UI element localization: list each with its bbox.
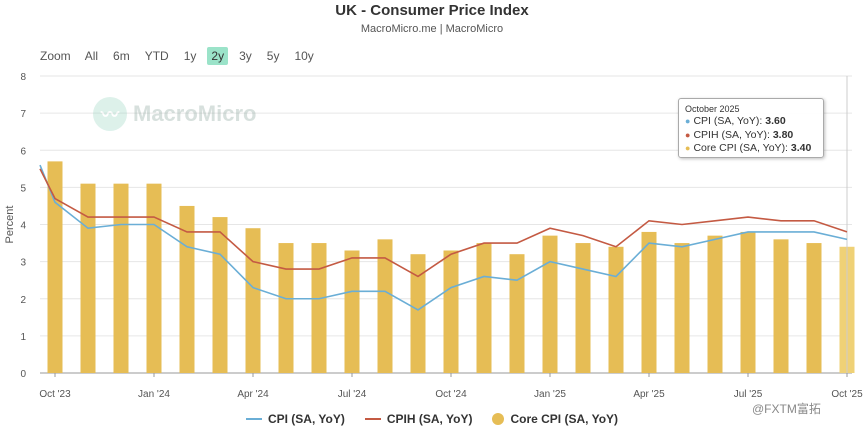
bar-core-cpi bbox=[245, 228, 261, 373]
tooltip-cpi-label: CPI (SA, YoY): bbox=[693, 115, 766, 127]
bar-core-cpi bbox=[806, 243, 822, 373]
series-line-cpih bbox=[39, 168, 848, 278]
bar-core-cpi bbox=[113, 183, 129, 373]
x-tick-label: Apr '24 bbox=[237, 389, 269, 400]
bar-core-cpi bbox=[47, 161, 63, 373]
bar-core-cpi bbox=[575, 243, 591, 373]
zoom-5y-button[interactable]: 5y bbox=[266, 49, 280, 63]
x-tick-label: Apr '25 bbox=[633, 389, 665, 400]
tooltip-cpih-label: CPIH (SA, YoY): bbox=[693, 128, 773, 141]
x-tick-label: Oct '25 bbox=[831, 389, 863, 400]
tooltip-core-label: Core CPI (SA, YoY): bbox=[693, 142, 791, 154]
bar-core-cpi bbox=[707, 235, 723, 373]
zoom-ytd-button[interactable]: YTD bbox=[144, 49, 169, 63]
chart-legend: CPI (SA, YoY) CPIH (SA, YoY) Core CPI (S… bbox=[0, 412, 864, 426]
y-tick-label: 8 bbox=[20, 72, 26, 83]
zoom-1y-button[interactable]: 1y bbox=[183, 49, 197, 63]
zoom-label: Zoom bbox=[40, 49, 71, 63]
y-tick-label: 7 bbox=[20, 109, 26, 120]
tooltip-core-dot-icon: ● bbox=[685, 143, 691, 153]
x-tick-label: Oct '23 bbox=[39, 389, 71, 400]
zoom-6m-button[interactable]: 6m bbox=[113, 49, 130, 63]
tooltip-cpi-dot-icon: ● bbox=[685, 116, 691, 126]
bar-core-cpi bbox=[179, 205, 195, 373]
x-tick-label: Jul '25 bbox=[734, 389, 763, 400]
legend-item-core[interactable]: Core CPI (SA, YoY) bbox=[492, 412, 618, 426]
tooltip-core-value: 3.40 bbox=[790, 142, 812, 154]
bar-core-cpi bbox=[410, 254, 426, 373]
chart-title: UK - Consumer Price Index bbox=[335, 2, 529, 19]
bar-core-cpi bbox=[344, 250, 360, 373]
tooltip-row-cpi: ● CPI (SA, YoY): 3.60 bbox=[685, 115, 817, 129]
tooltip-row-cpih: ● CPIH (SA, YoY): 3.80 bbox=[685, 129, 817, 143]
zoom-bar: Zoom All 6m YTD 1y 2y 3y 5y 10y bbox=[40, 47, 325, 65]
x-tick-label: Jul '24 bbox=[338, 389, 367, 400]
bar-core-cpi bbox=[509, 254, 525, 373]
tooltip-date: October 2025 bbox=[685, 104, 740, 114]
bar-core-cpi bbox=[278, 243, 294, 373]
y-axis-label: Percent bbox=[4, 206, 16, 244]
zoom-3y-button[interactable]: 3y bbox=[239, 49, 252, 63]
legend-item-cpi[interactable]: CPI (SA, YoY) bbox=[245, 412, 345, 426]
chart-subtitle: MacroMicro.me | MacroMicro bbox=[360, 23, 504, 35]
legend-cpi-label: CPI (SA, YoY) bbox=[267, 412, 345, 426]
tooltip-cpih-dot-icon: ● bbox=[685, 129, 691, 140]
y-tick-label: 4 bbox=[20, 221, 26, 232]
zoom-10y-button[interactable]: 10y bbox=[294, 49, 314, 63]
bar-core-cpi bbox=[542, 235, 558, 373]
bar-core-cpi bbox=[674, 243, 690, 373]
tooltip-cpih-value: 3.80 bbox=[772, 128, 794, 141]
series-line-cpi bbox=[39, 164, 848, 311]
bar-core-cpi bbox=[443, 250, 459, 373]
legend-cpi-line-icon bbox=[245, 418, 262, 420]
bar-core-cpi bbox=[212, 217, 228, 373]
legend-core-label: Core CPI (SA, YoY) bbox=[510, 412, 619, 426]
y-tick-label: 3 bbox=[20, 258, 26, 269]
y-tick-label: 0 bbox=[20, 369, 26, 380]
watermark-text: MacroMicro bbox=[133, 101, 257, 126]
bar-core-cpi bbox=[740, 231, 756, 373]
bar-core-cpi bbox=[608, 246, 624, 373]
tooltip-row-core: ● Core CPI (SA, YoY): 3.40 bbox=[685, 142, 817, 156]
chart-tooltip: October 2025 ● CPI (SA, YoY): 3.60 ● CPIH … bbox=[678, 98, 824, 158]
watermark: 〰 MacroMicro bbox=[93, 97, 256, 131]
bar-core-cpi bbox=[80, 183, 96, 373]
legend-item-cpih[interactable]: CPIH (SA, YoY) bbox=[364, 412, 473, 426]
corner-watermark: @FXTM富拓 bbox=[752, 402, 821, 416]
y-tick-label: 1 bbox=[20, 332, 26, 343]
macromicro-logo-icon: 〰 bbox=[93, 97, 127, 131]
bar-core-cpi bbox=[641, 231, 657, 373]
bar-core-cpi bbox=[773, 239, 789, 373]
y-tick-label: 6 bbox=[20, 146, 26, 157]
legend-cpih-label: CPIH (SA, YoY) bbox=[386, 412, 473, 426]
x-tick-label: Jan '24 bbox=[138, 389, 170, 400]
bar-core-cpi bbox=[377, 239, 393, 373]
y-tick-label: 5 bbox=[20, 183, 26, 194]
zoom-all-button[interactable]: All bbox=[84, 49, 99, 63]
bar-core-cpi bbox=[146, 183, 162, 373]
zoom-2y-button[interactable]: 2y bbox=[207, 47, 229, 65]
bar-core-cpi bbox=[311, 243, 327, 373]
x-tick-label: Jan '25 bbox=[534, 389, 566, 400]
legend-cpih-line-icon bbox=[364, 418, 381, 420]
x-tick-label: Oct '24 bbox=[435, 389, 467, 400]
tooltip-cpi-value: 3.60 bbox=[765, 115, 786, 127]
bar-core-cpi bbox=[476, 243, 492, 373]
legend-core-circle-icon bbox=[492, 413, 505, 425]
y-tick-label: 2 bbox=[20, 295, 26, 306]
